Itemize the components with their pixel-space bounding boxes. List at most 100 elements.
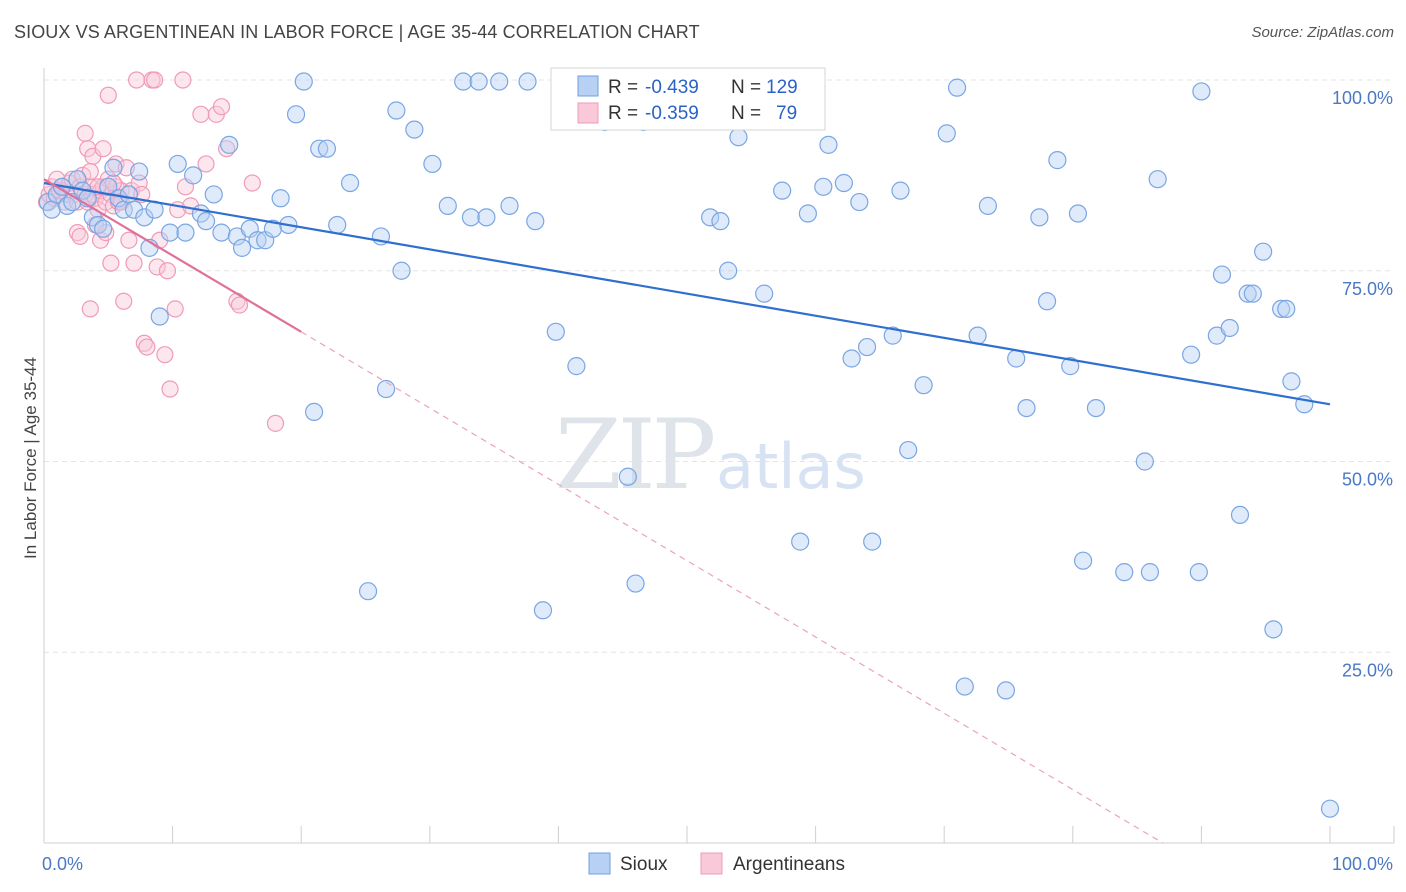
sioux-point-19 <box>135 208 154 227</box>
argentineans-point-32 <box>76 124 94 143</box>
argentineans-point-55 <box>138 338 156 356</box>
sioux-point-23 <box>160 223 180 242</box>
sioux-point-122 <box>1243 284 1262 303</box>
argentineans-point-39 <box>94 140 112 158</box>
watermark: ZIP atlas <box>555 399 866 511</box>
sioux-point-16 <box>119 185 138 204</box>
sioux-point-72 <box>626 574 645 593</box>
trend-lines <box>43 178 1331 844</box>
sioux-point-56 <box>461 208 481 227</box>
sioux-point-84 <box>814 177 833 196</box>
legend-n-label-argentineans: N = <box>731 103 761 124</box>
sioux-point-108 <box>1073 551 1093 570</box>
axes <box>43 68 1395 844</box>
sioux-point-12 <box>99 177 118 196</box>
sioux-point-53 <box>423 154 442 174</box>
sioux-point-111 <box>1135 452 1154 471</box>
sioux-point-94 <box>914 376 933 395</box>
argentineans-point-58 <box>148 258 166 276</box>
sioux-point-79 <box>729 128 748 147</box>
sioux-point-60 <box>500 196 519 215</box>
argentineans-trend-extension <box>300 331 1164 844</box>
legend-swatch-argentineans <box>577 102 599 124</box>
watermark-atlas: atlas <box>716 430 866 503</box>
y-tick-label-1: 50.0% <box>1342 470 1393 490</box>
sioux-point-104 <box>1037 292 1057 311</box>
legend-r-label-sioux: R = <box>608 77 638 98</box>
sioux-point-124 <box>1264 620 1283 639</box>
bottom-legend-swatch-sioux <box>588 852 611 875</box>
sioux-point-100 <box>996 681 1016 700</box>
sioux-point-99 <box>978 196 998 215</box>
sioux-point-93 <box>899 440 918 460</box>
argentineans-point-34 <box>81 300 99 318</box>
sioux-point-33 <box>232 238 252 257</box>
y-tick-label-3: 100.0% <box>1332 88 1393 108</box>
sioux-point-54 <box>438 196 457 215</box>
legend-swatch-sioux <box>577 75 599 97</box>
legend-r-value-argentineans: -0.359 <box>645 103 699 124</box>
sioux-point-97 <box>955 677 974 696</box>
argentineans-point-61 <box>158 262 177 280</box>
sioux-point-114 <box>1182 345 1201 364</box>
x-tick-label-0: 0.0% <box>42 854 83 874</box>
sioux-point-24 <box>168 154 187 174</box>
correlation-legend: R = -0.439 N = 129 R = -0.359 N = 79 <box>550 67 826 131</box>
sioux-point-76 <box>701 208 720 227</box>
sioux-point-91 <box>883 326 902 345</box>
bottom-legend-argentineans: Argentineans <box>733 854 845 875</box>
sioux-point-40 <box>286 105 306 124</box>
x-tick-label-1: 100.0% <box>1332 854 1393 874</box>
sioux-trend-line <box>43 181 1331 406</box>
sioux-point-110 <box>1115 563 1134 582</box>
argentineans-point-60 <box>156 346 174 364</box>
sioux-point-37 <box>263 219 283 238</box>
sioux-point-127 <box>1282 372 1301 391</box>
sioux-point-115 <box>1189 563 1208 582</box>
sioux-point-118 <box>1212 265 1232 284</box>
sioux-point-26 <box>184 166 203 185</box>
sioux-point-112 <box>1140 563 1160 582</box>
sioux-point-46 <box>340 173 360 193</box>
sioux-point-38 <box>271 189 290 208</box>
bottom-legend-sioux: Sioux <box>620 854 668 875</box>
argentineans-point-77 <box>99 86 117 104</box>
argentineans-point-51 <box>127 71 146 89</box>
sioux-point-123 <box>1254 242 1273 261</box>
sioux-point-62 <box>526 212 545 231</box>
sioux-point-126 <box>1277 299 1296 318</box>
sioux-point-50 <box>387 101 406 120</box>
sioux-point-85 <box>819 135 838 154</box>
sioux-point-42 <box>304 402 324 422</box>
argentineans-point-68 <box>192 105 210 123</box>
sioux-point-22 <box>150 307 169 326</box>
argentineans-point-76 <box>266 414 285 432</box>
argentineans-point-62 <box>161 380 179 398</box>
sioux-point-11 <box>94 219 113 238</box>
sioux-point-35 <box>248 231 267 250</box>
sioux-point-89 <box>857 337 877 357</box>
sioux-point-119 <box>1220 318 1239 338</box>
legend-n-value-sioux: 129 <box>766 77 798 98</box>
sioux-point-71 <box>618 467 637 486</box>
sioux-point-47 <box>358 582 378 601</box>
argentineans-point-48 <box>120 231 138 249</box>
sioux-point-43 <box>310 139 329 158</box>
sioux-point-95 <box>937 124 956 143</box>
source-label: Source: ZipAtlas.com <box>1251 24 1394 41</box>
argentineans-point-75 <box>243 174 261 192</box>
sioux-point-25 <box>176 223 195 242</box>
sioux-point-41 <box>294 72 313 91</box>
argentineans-point-41 <box>102 254 120 272</box>
sioux-point-125 <box>1272 299 1291 318</box>
sioux-point-78 <box>719 261 738 280</box>
tick-labels: 25.0% 50.0% 75.0% 100.0% 0.0% 100.0% <box>42 88 1393 874</box>
sioux-point-77 <box>711 212 730 231</box>
sioux-point-17 <box>124 200 144 219</box>
sioux-point-52 <box>405 120 424 139</box>
sioux-point-63 <box>533 601 553 620</box>
sioux-point-88 <box>850 192 869 212</box>
sioux-point-44 <box>317 139 337 158</box>
sioux-point-18 <box>130 162 149 181</box>
